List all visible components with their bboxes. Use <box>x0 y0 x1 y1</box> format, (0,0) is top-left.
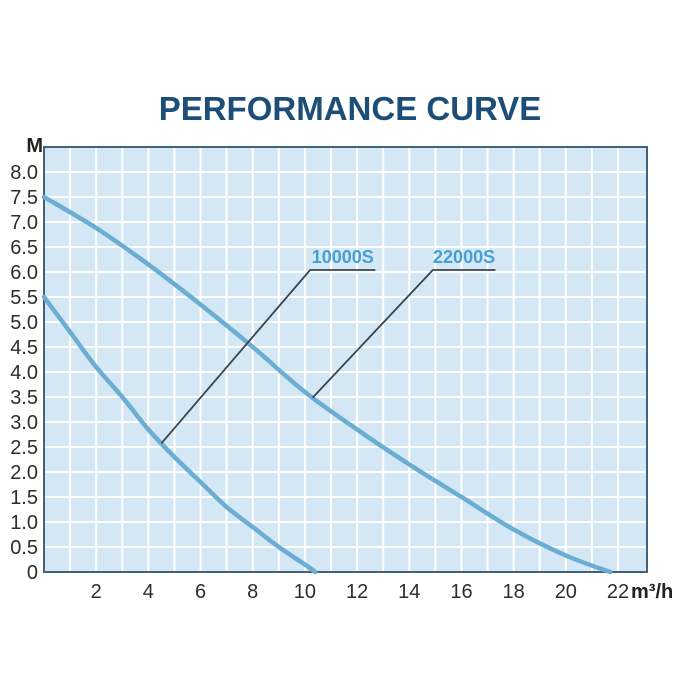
x-tick-label: 8 <box>247 581 258 603</box>
plot-area <box>44 147 647 572</box>
curve-10000s <box>41 294 318 575</box>
y-tick-label: 7.5 <box>10 187 38 209</box>
x-tick-label: 18 <box>503 581 525 603</box>
plot-border <box>43 146 648 573</box>
y-tick-label: 3.0 <box>10 412 38 434</box>
curve-22000s <box>41 194 613 575</box>
x-tick-label: 10 <box>294 581 316 603</box>
x-tick-label: 22 <box>607 581 629 603</box>
x-tick-label: 4 <box>143 581 154 603</box>
leader-line-10000s <box>160 269 376 444</box>
x-tick-label: 16 <box>450 581 472 603</box>
y-tick-label: 0 <box>27 562 38 584</box>
y-tick-label: 3.5 <box>10 387 38 409</box>
x-tick-label: 20 <box>555 581 577 603</box>
x-tick-label: 6 <box>195 581 206 603</box>
y-tick-label: 2.5 <box>10 437 38 459</box>
y-tick-label: 7.0 <box>10 212 38 234</box>
x-axis-unit-label: m³/h <box>631 581 673 603</box>
y-tick-label: 0.5 <box>10 537 38 559</box>
y-tick-label: 2.0 <box>10 462 38 484</box>
y-tick-label: 1.5 <box>10 487 38 509</box>
y-tick-label: 6.5 <box>10 237 38 259</box>
page-title: PERFORMANCE CURVE <box>158 90 542 127</box>
y-tick-label: 6.0 <box>10 262 38 284</box>
curve-label-22000s: 22000S <box>433 247 495 267</box>
y-tick-label: 4.0 <box>10 362 38 384</box>
x-tick-label: 12 <box>346 581 368 603</box>
y-tick-label: 5.0 <box>10 312 38 334</box>
curve-label-10000s: 10000S <box>312 247 374 267</box>
y-tick-label: 4.5 <box>10 337 38 359</box>
y-tick-label: 1.0 <box>10 512 38 534</box>
y-tick-label: 8.0 <box>10 162 38 184</box>
x-tick-label: 2 <box>91 581 102 603</box>
y-tick-label: 5.5 <box>10 287 38 309</box>
y-axis-unit-label: M <box>26 135 43 157</box>
leader-line-22000s <box>312 269 496 399</box>
x-tick-label: 14 <box>398 581 420 603</box>
